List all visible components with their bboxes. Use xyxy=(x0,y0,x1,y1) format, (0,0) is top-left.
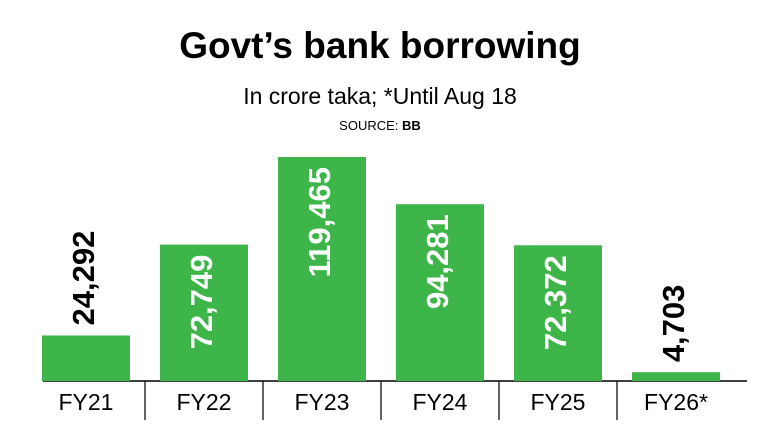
value-label: 4,703 xyxy=(656,285,691,363)
x-tick-label: FY23 xyxy=(295,389,350,415)
value-label: 94,281 xyxy=(420,214,455,309)
x-tick-label: FY22 xyxy=(177,389,232,415)
source-label: SOURCE: xyxy=(339,118,398,133)
bar xyxy=(160,244,248,381)
x-tick-label: FY24 xyxy=(413,389,468,415)
bar xyxy=(396,204,484,381)
bar xyxy=(632,372,720,381)
chart-subtitle: In crore taka; *Until Aug 18 xyxy=(243,83,517,109)
value-label: 24,292 xyxy=(66,231,101,326)
value-label: 72,372 xyxy=(538,255,573,350)
value-label: 119,465 xyxy=(302,167,337,277)
x-tick-label: FY21 xyxy=(59,389,114,415)
bar xyxy=(42,335,130,381)
value-label: 72,749 xyxy=(184,255,219,350)
source: SOURCE: BB xyxy=(339,118,421,133)
source-name: BB xyxy=(402,118,421,133)
bar xyxy=(278,157,366,381)
x-tick-label: FY26* xyxy=(644,389,708,415)
chart-title: Govt’s bank borrowing xyxy=(179,25,581,66)
x-tick-label: FY25 xyxy=(531,389,586,415)
bar xyxy=(514,245,602,381)
